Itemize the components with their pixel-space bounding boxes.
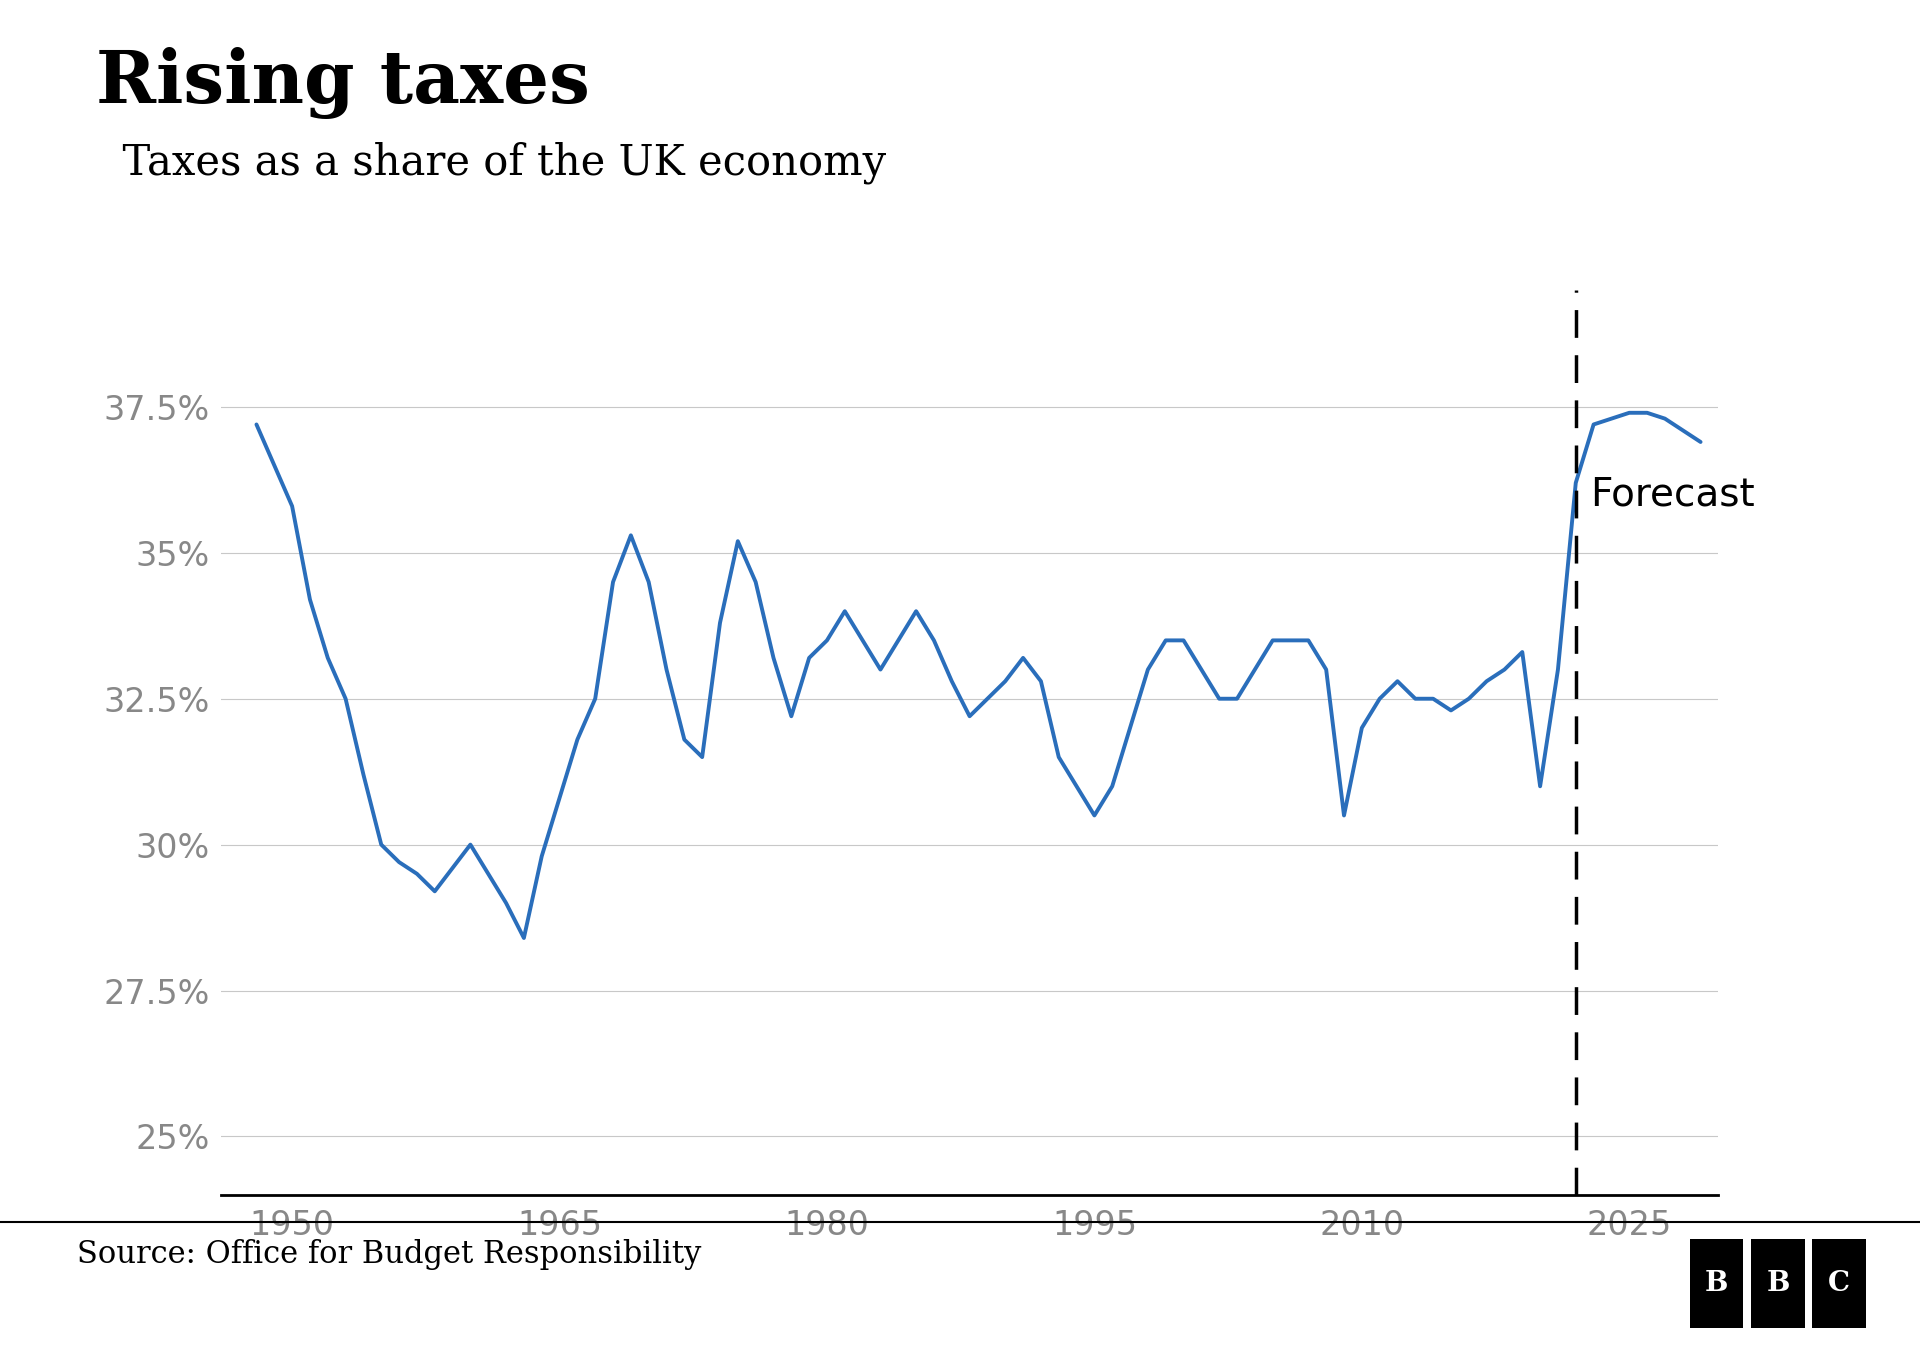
Text: C: C bbox=[1828, 1269, 1851, 1296]
Text: Source: Office for Budget Responsibility: Source: Office for Budget Responsibility bbox=[77, 1239, 701, 1270]
Bar bbox=[1751, 1239, 1805, 1328]
Text: B: B bbox=[1766, 1269, 1789, 1296]
Text: Rising taxes: Rising taxes bbox=[96, 47, 589, 119]
Text: Forecast: Forecast bbox=[1590, 475, 1755, 513]
Bar bbox=[1812, 1239, 1866, 1328]
Bar bbox=[1690, 1239, 1743, 1328]
Text: B: B bbox=[1705, 1269, 1728, 1296]
Text: Taxes as a share of the UK economy: Taxes as a share of the UK economy bbox=[96, 142, 887, 184]
